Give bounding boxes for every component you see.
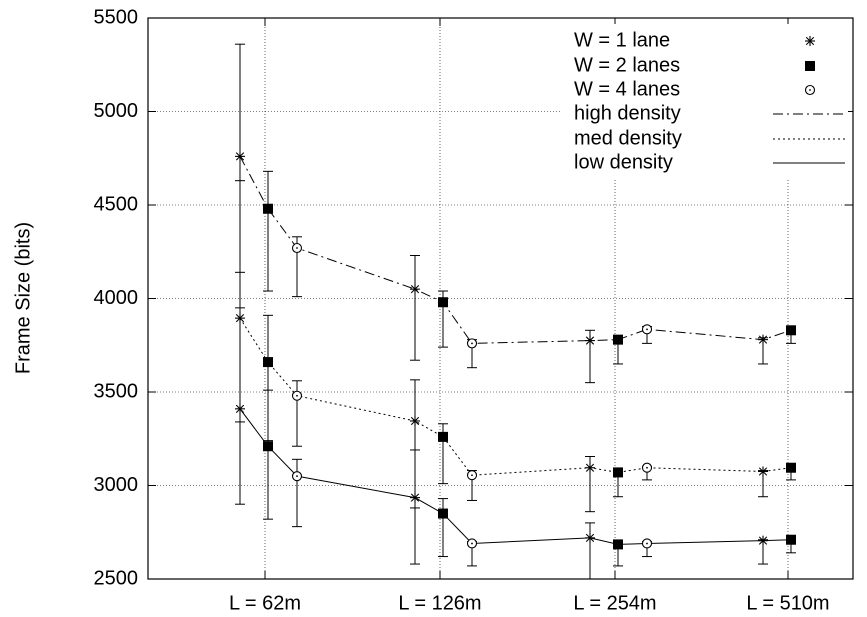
- marker-circle-dot: [646, 542, 648, 545]
- legend-label: W = 1 lane: [574, 29, 670, 51]
- legend-label: W = 2 lanes: [574, 54, 680, 76]
- marker-circle-dot: [296, 394, 298, 397]
- marker-star-stroke: [585, 533, 595, 542]
- marker-star-stroke: [585, 463, 595, 472]
- marker-square: [263, 203, 273, 214]
- marker-circle-dot: [471, 474, 473, 477]
- marker-star-stroke: [235, 152, 245, 161]
- error-bar: [438, 498, 448, 558]
- error-bar: [410, 254, 420, 361]
- marker-star: [758, 535, 768, 546]
- marker-square: [786, 534, 796, 545]
- marker-star: [585, 532, 595, 543]
- marker-star: [758, 466, 768, 477]
- marker-star: [410, 415, 420, 426]
- x-tick-label: L = 62m: [229, 592, 301, 614]
- marker-square: [263, 357, 273, 368]
- marker-square: [438, 431, 448, 442]
- legend-label: W = 4 lanes: [574, 78, 680, 100]
- marker-square: [786, 462, 796, 473]
- error-bar: [292, 458, 302, 528]
- series-med-density: [235, 180, 796, 513]
- series-group: [235, 43, 796, 580]
- legend-label: low density: [574, 151, 673, 173]
- series-line: [239, 317, 792, 476]
- axis-ticks: 2500 3000 3500 4000 4500 5000 5500 L = 62m L = 1…: [94, 6, 853, 614]
- legend-label: med density: [574, 127, 682, 149]
- marker-square: [786, 325, 796, 336]
- marker-star: [235, 403, 245, 414]
- error-bar: [263, 170, 273, 292]
- y-tick-label: 4500: [94, 193, 139, 215]
- marker-circle-dot: [296, 475, 298, 478]
- marker-circle-dot: [646, 328, 648, 331]
- marker-star-stroke: [758, 536, 768, 545]
- marker-square: [805, 61, 815, 71]
- y-tick-label: 4000: [94, 287, 139, 309]
- marker-circle-dot: [809, 89, 811, 91]
- legend-label: high density: [574, 102, 681, 124]
- error-bar: [585, 522, 595, 580]
- x-tick-label: L = 126m: [398, 592, 481, 614]
- y-tick-label: 5500: [94, 6, 139, 28]
- y-tick-label: 2500: [94, 567, 139, 589]
- marker-star: [235, 151, 245, 162]
- marker-square: [263, 441, 273, 452]
- marker-circle-dot: [296, 247, 298, 249]
- marker-star-stroke: [758, 467, 768, 476]
- x-tick-label: L = 510m: [746, 592, 829, 614]
- error-bar: [292, 380, 302, 447]
- marker-star: [410, 284, 420, 295]
- marker-circle-dot: [471, 342, 473, 345]
- marker-square: [438, 508, 448, 519]
- marker-star: [805, 36, 815, 46]
- marker-square: [613, 334, 623, 345]
- y-tick-label: 3000: [94, 474, 139, 496]
- marker-square: [438, 297, 448, 308]
- marker-circle-dot: [646, 466, 648, 469]
- error-bar: [263, 389, 273, 520]
- x-tick-label: L = 254m: [573, 592, 656, 614]
- series-low-density: [235, 307, 796, 580]
- y-tick-label: 3500: [94, 380, 139, 402]
- marker-star: [758, 334, 768, 345]
- error-bar: [410, 449, 420, 565]
- legend-background: [560, 24, 848, 178]
- marker-square: [613, 467, 623, 478]
- marker-star: [410, 492, 420, 503]
- marker-star-stroke: [758, 335, 768, 344]
- marker-star: [585, 462, 595, 473]
- y-axis-title: Frame Size (bits): [12, 222, 34, 374]
- marker-star: [585, 335, 595, 346]
- marker-star-stroke: [585, 336, 595, 345]
- series-line: [239, 408, 792, 545]
- marker-star-stroke: [410, 285, 420, 294]
- series-line: [239, 156, 792, 344]
- marker-star-stroke: [805, 36, 815, 46]
- marker-circle-dot: [471, 542, 473, 545]
- marker-star-stroke: [410, 493, 420, 502]
- marker-square: [613, 539, 623, 550]
- marker-star-stroke: [235, 404, 245, 413]
- y-tick-label: 5000: [94, 100, 139, 122]
- marker-star-stroke: [410, 416, 420, 426]
